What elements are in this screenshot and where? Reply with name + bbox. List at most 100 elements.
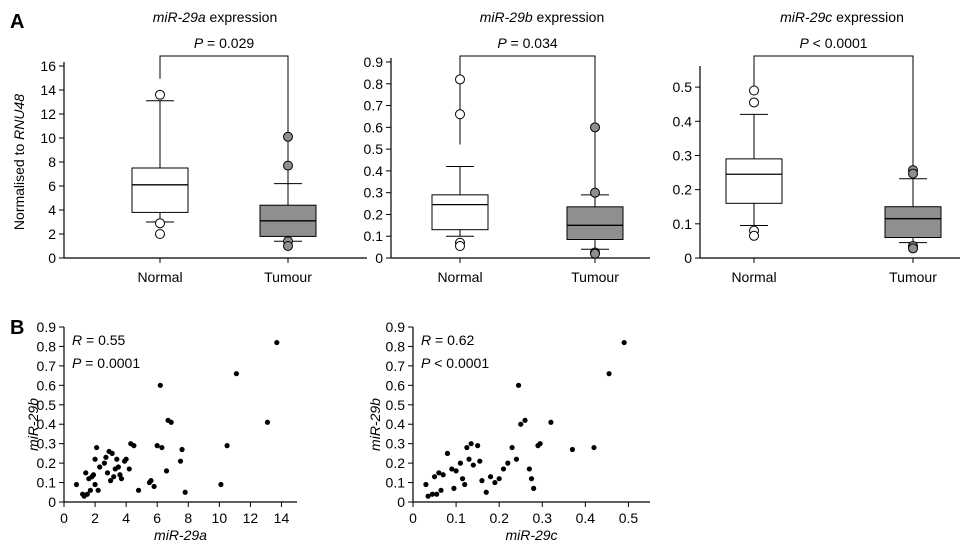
y-tick-label: 0.4 xyxy=(386,416,406,432)
x-tick-label: 6 xyxy=(153,510,161,526)
scatter-miR-29a: 0 0.1 0.2 0.3 0.4 0.5 0.6 0.7 0.8 0.9 0 2 4 6 8 10 12 14 m… xyxy=(25,319,297,543)
title-gene: miR-29b xyxy=(480,9,533,25)
outlier-point xyxy=(590,248,600,259)
y-tick-label: 0.8 xyxy=(37,338,57,354)
scatter-point xyxy=(159,444,165,451)
stat-label: P xyxy=(72,355,82,371)
significance-bracket xyxy=(753,55,914,189)
outlier-point xyxy=(155,229,165,239)
scatter-point xyxy=(457,460,463,466)
y-tick-label: 0 xyxy=(375,250,383,266)
p-label: P xyxy=(799,35,809,51)
outlier-point xyxy=(749,85,759,96)
scatter-point xyxy=(492,479,498,486)
stat-text: = 0.0001 xyxy=(81,355,140,371)
scatter-point xyxy=(606,371,612,377)
scatter-point xyxy=(537,441,543,447)
outlier-point xyxy=(455,109,465,120)
scatter-point xyxy=(90,472,97,478)
x-tick-label: 2 xyxy=(91,510,99,526)
x-tick-label: 0.3 xyxy=(533,510,553,526)
y-tick-label: 0.3 xyxy=(364,185,384,201)
outlier-point xyxy=(590,122,600,133)
scatter-point xyxy=(233,371,240,377)
box-tumour xyxy=(884,165,942,254)
scatter-point xyxy=(87,487,94,493)
y-tick-label: 0.4 xyxy=(673,113,693,129)
outlier-point xyxy=(749,230,759,241)
y-tick-label: 0.9 xyxy=(386,319,406,335)
y-tick-label: 0.6 xyxy=(37,377,57,393)
title-gene: miR-29a xyxy=(153,9,206,25)
scatter-point xyxy=(434,491,440,497)
x-tick-label: 0.4 xyxy=(576,510,596,526)
y-tick-label: 0.7 xyxy=(364,98,384,114)
x-axis-label: miR-29c xyxy=(505,527,557,543)
stat-label: R xyxy=(421,332,431,348)
box-iqr xyxy=(131,167,189,213)
stat-text: = 0.62 xyxy=(431,332,474,348)
y-tick-label: 2 xyxy=(48,226,56,242)
scatter-point xyxy=(111,474,117,480)
scatter-point xyxy=(157,382,163,388)
scatter-point xyxy=(423,481,429,488)
y-tick-label: 0 xyxy=(684,250,692,266)
x-tick-label: 0 xyxy=(60,510,68,526)
x-tick-label: 14 xyxy=(274,510,290,526)
x-tick-label: Tumour xyxy=(264,269,312,285)
panel-label-a: A xyxy=(10,11,24,33)
y-tick-label: 0.5 xyxy=(364,141,384,157)
scatter-point xyxy=(513,456,520,462)
stat-text: = 0.55 xyxy=(82,332,125,348)
scatter-point xyxy=(109,450,115,456)
scatter-point xyxy=(483,489,489,495)
y-tick-label: 0.9 xyxy=(364,54,384,70)
scatter-point xyxy=(526,466,532,472)
scatter-point xyxy=(487,474,494,480)
scatter-point xyxy=(505,460,511,466)
x-tick-label: 0.2 xyxy=(489,510,509,526)
scatter-point xyxy=(177,458,184,464)
title-suffix: expression xyxy=(832,9,904,25)
p-value: P = 0.029 xyxy=(194,35,255,51)
scatter-point xyxy=(479,478,485,484)
outlier-point xyxy=(455,74,465,85)
scatter-point xyxy=(468,441,474,447)
scatter-point xyxy=(440,472,446,478)
x-tick-label: 8 xyxy=(184,510,192,526)
scatter-point xyxy=(464,444,470,451)
x-tick-label: Normal xyxy=(137,269,182,285)
scatter-point xyxy=(496,476,502,482)
scatter-point xyxy=(154,443,160,449)
scatter-point xyxy=(429,491,435,497)
stat-r: R = 0.55 xyxy=(72,332,126,348)
scatter-point xyxy=(179,446,185,453)
outlier-point xyxy=(283,160,293,171)
scatter-point xyxy=(115,464,121,470)
scatter-point xyxy=(515,382,522,388)
box-iqr xyxy=(725,158,783,204)
scatter-point xyxy=(500,466,507,472)
scatter-point xyxy=(97,464,103,470)
scatter-point xyxy=(104,470,111,476)
scatter-point xyxy=(274,339,280,346)
x-tick-label: 10 xyxy=(212,510,228,526)
scatter-point xyxy=(151,483,157,490)
y-tick-label: 0.8 xyxy=(364,76,384,92)
scatter-point xyxy=(182,489,188,495)
y-tick-label: 0.1 xyxy=(364,228,384,244)
title-gene: miR-29c xyxy=(780,9,832,25)
x-axis-label: miR-29a xyxy=(154,527,207,543)
scatter-point xyxy=(118,476,125,482)
scatter-point xyxy=(92,481,98,488)
stat-r: R = 0.62 xyxy=(421,332,475,348)
y-tick-label: 0.1 xyxy=(386,475,406,491)
scatter-point xyxy=(459,476,466,482)
title-suffix: expression xyxy=(206,9,278,25)
panel-label-b: B xyxy=(10,317,24,339)
boxplot-miR-29b: miR-29b expression P = 0.034 0 0.1 0.2 0.3 0.4… xyxy=(364,9,650,285)
stat-label: R xyxy=(72,332,82,348)
stat-p: P = 0.0001 xyxy=(72,355,140,371)
outlier-point xyxy=(908,168,918,179)
